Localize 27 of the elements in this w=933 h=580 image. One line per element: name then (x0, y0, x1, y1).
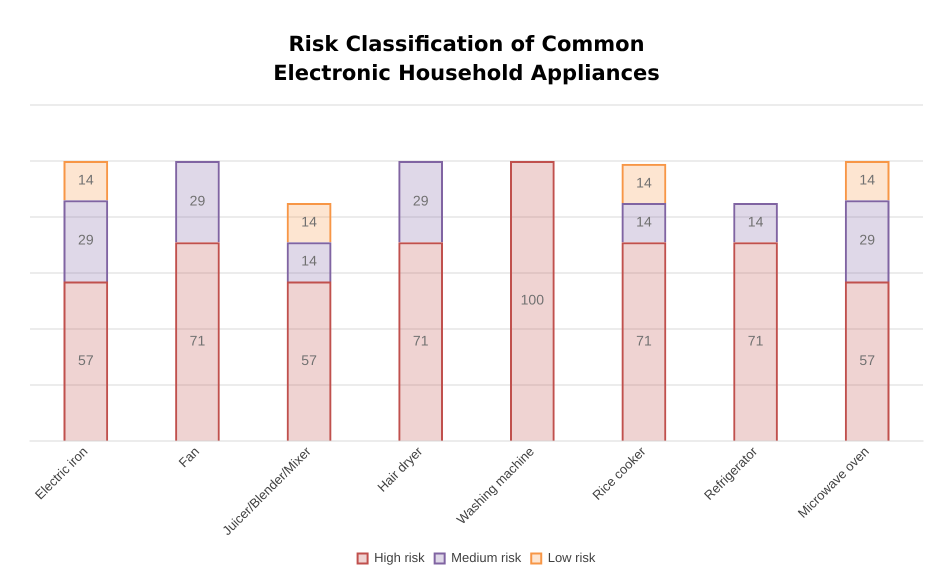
legend-label: Medium risk (451, 550, 522, 566)
data-label: 29 (859, 232, 876, 248)
data-label: 14 (636, 214, 652, 230)
data-label: 14 (748, 214, 764, 230)
data-label: 29 (412, 192, 429, 209)
data-label: 14 (78, 172, 94, 188)
data-label: 71 (636, 332, 652, 348)
data-label: 14 (636, 174, 652, 190)
data-label: 29 (78, 232, 94, 248)
legend-label: Low risk (548, 550, 596, 566)
bar (398, 161, 444, 242)
data-label: 57 (78, 352, 94, 368)
legend-label: High risk (374, 550, 426, 566)
x-tick-label: Fan (176, 444, 202, 470)
data-label: 29 (190, 192, 206, 209)
data-label: 71 (412, 332, 429, 348)
data-label: 57 (859, 352, 876, 368)
bar (175, 161, 220, 242)
data-label: 71 (748, 332, 764, 348)
data-label: 14 (301, 252, 318, 269)
data-label: 14 (859, 172, 876, 188)
chart-title: Risk Classification of Common Electronic Household Appliances (272, 31, 661, 87)
bar (510, 161, 555, 441)
data-label: 71 (190, 332, 206, 348)
data-label: 100 (520, 292, 544, 308)
data-label: 57 (301, 352, 318, 368)
data-label: 14 (301, 214, 318, 230)
